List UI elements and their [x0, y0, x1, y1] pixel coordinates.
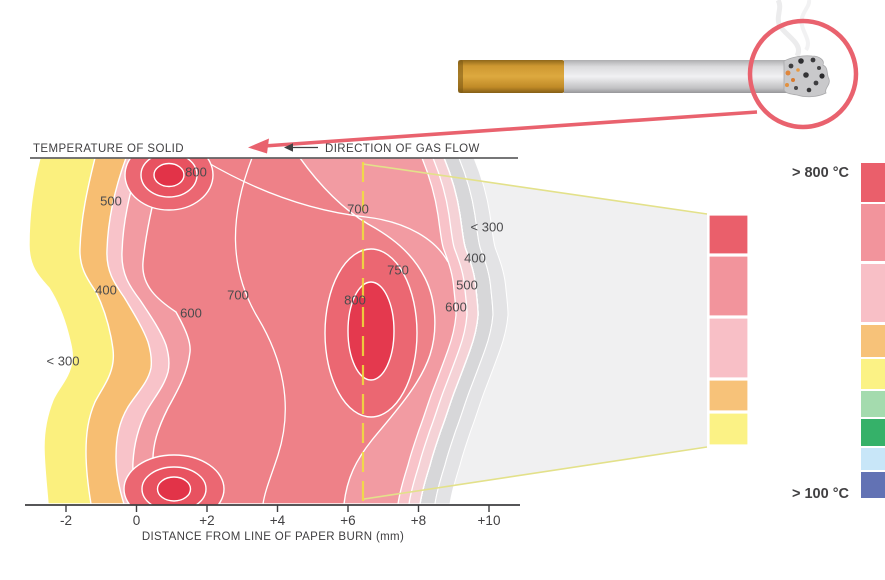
legend-swatch — [861, 264, 885, 322]
tick-label: +8 — [411, 513, 426, 528]
scale-bar-swatch — [708, 412, 749, 446]
legend-swatch — [861, 359, 885, 389]
contour-label: < 300 — [47, 354, 80, 369]
legend-swatch — [861, 204, 885, 261]
contour-label: 750 — [387, 263, 409, 278]
contour-label: 700 — [347, 202, 369, 217]
smoke-wisp — [799, 0, 812, 52]
contour-label: 700 — [227, 288, 249, 303]
hotspot-over-800-bottom — [156, 476, 192, 502]
temperature-legend: > 800 °C > 100 °C — [792, 163, 885, 502]
contour-label: 400 — [95, 283, 117, 298]
callout-leader-line — [263, 110, 758, 148]
legend-swatch — [861, 448, 885, 470]
right-strip-400-500 — [408, 158, 479, 505]
x-axis-ticks: -2 0 +2 +4 +6 +8 +10 — [60, 505, 500, 528]
filter-end-edge — [458, 60, 463, 93]
inner-scale-bar — [708, 214, 749, 446]
scale-bar-swatch — [708, 255, 749, 317]
plot-frame — [25, 157, 520, 506]
contour-label: 800 — [185, 165, 207, 180]
legend-max-label: > 800 °C — [792, 165, 850, 181]
cigarette-filter — [458, 60, 565, 93]
contour-label: 400 — [464, 251, 486, 266]
ash-speckles — [785, 57, 825, 93]
tick-label: -2 — [60, 513, 72, 528]
gas-flow-label: DIRECTION OF GAS FLOW — [325, 143, 480, 155]
contour-line-700-top — [204, 160, 449, 263]
cigarette-illustration — [248, 18, 859, 154]
tick-label: +10 — [478, 513, 501, 528]
contour-label: 800 — [344, 293, 366, 308]
contour-label: 500 — [456, 278, 478, 293]
gray-band-outer — [434, 158, 509, 505]
contour-value-labels: 800 500 400 700 600 < 300 700 750 800 < 300 400 500… — [47, 165, 504, 369]
contour-line-700-left — [234, 158, 286, 505]
contour-label: 600 — [445, 300, 467, 315]
legend-swatch — [861, 163, 885, 202]
legend-swatch — [861, 472, 885, 498]
callout-arrowhead-icon — [248, 138, 269, 154]
plot-title: TEMPERATURE OF SOLID — [33, 143, 184, 155]
scale-bar-swatch — [708, 317, 749, 379]
legend-swatch — [861, 391, 885, 417]
hotspot-over-800-top — [153, 162, 185, 188]
tick-label: +6 — [340, 513, 355, 528]
legend-swatch-column — [861, 163, 885, 498]
scale-bar-swatch — [708, 214, 749, 255]
contour-label: < 300 — [471, 220, 504, 235]
contour-field — [28, 158, 509, 505]
tick-label: +2 — [199, 513, 214, 528]
tick-label: 0 — [133, 513, 141, 528]
legend-min-label: > 100 °C — [792, 486, 850, 502]
scale-bar-swatch — [708, 379, 749, 412]
cone-line-top — [362, 163, 708, 215]
tick-label: +4 — [270, 513, 286, 528]
hotspot-over-800-center — [347, 281, 395, 381]
contour-label: 500 — [100, 194, 122, 209]
tip-highlight-circle — [747, 18, 859, 130]
plot-header: TEMPERATURE OF SOLID DIRECTION OF GAS FL… — [33, 143, 480, 155]
x-axis-title: DISTANCE FROM LINE OF PAPER BURN (mm) — [142, 531, 404, 543]
paper-burn-guides — [361, 162, 708, 503]
cigarette-paper — [564, 60, 789, 93]
contour-label: 600 — [180, 306, 202, 321]
gas-flow-arrow-icon — [284, 143, 293, 152]
smoke-wisps — [775, 0, 812, 58]
cone-line-bottom — [363, 446, 708, 500]
legend-swatch — [861, 325, 885, 357]
legend-swatch — [861, 419, 885, 446]
